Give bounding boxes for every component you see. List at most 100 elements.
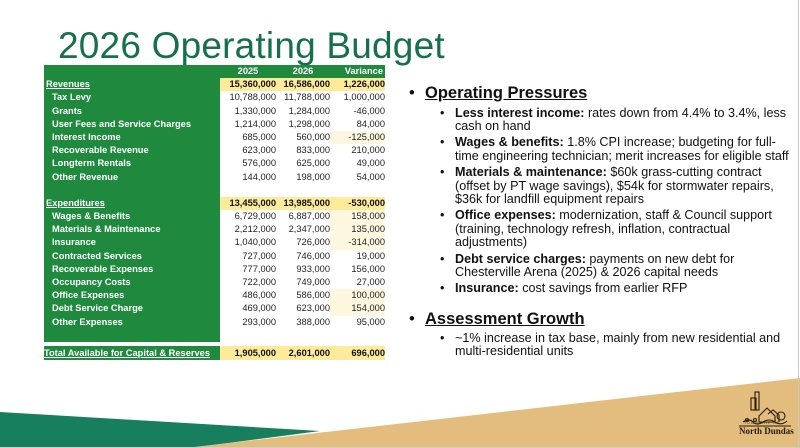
- expenditures-2025: 13,455,000: [220, 196, 276, 211]
- row-label: Tax Levy: [44, 91, 220, 105]
- value-variance: -46,000: [353, 105, 385, 116]
- revenue-item-row: Grants 1,330,000 1,284,000 -46,000: [44, 104, 385, 118]
- row-label: Recoverable Expenses: [44, 262, 220, 276]
- grand-total-row: Total Available for Capital & Reserves 1…: [44, 345, 385, 360]
- value-2026: 2,347,000: [288, 224, 330, 235]
- row-label: Debt Service Charge: [44, 302, 220, 316]
- bullet-item-lead: Debt service charges:: [455, 251, 586, 266]
- bullet-item-text: ~1% increase in tax base, mainly from ne…: [455, 331, 781, 359]
- value-variance: 1,000,000: [343, 92, 385, 103]
- value-2025: 685,000: [242, 131, 276, 142]
- grand-total-2025: 1,905,000: [220, 345, 276, 360]
- revenues-2025: 15,360,000: [220, 78, 276, 92]
- row-label: Other Expenses: [44, 315, 220, 329]
- section-heading: • Operating Pressures: [405, 84, 797, 103]
- expenditures-total-row: Expenditures 13,455,000 13,985,000 -530,…: [44, 196, 385, 211]
- bullet-dot-icon: •: [409, 309, 415, 328]
- value-variance: 19,000: [356, 250, 385, 261]
- revenue-item-row: Tax Levy 10,788,000 11,788,000 1,000,000: [44, 91, 385, 105]
- header-2025: 2025: [220, 65, 276, 79]
- bullet-item: • Wages & benefits: 1.8% CPI increase; bu…: [405, 135, 797, 163]
- header-label-cell: [44, 65, 220, 79]
- value-variance: -125,000: [330, 130, 385, 145]
- value-2025: 1,040,000: [234, 237, 276, 248]
- value-2025: 576,000: [242, 158, 276, 169]
- expenditure-item-row: Wages & Benefits 6,729,000 6,887,000 158,00…: [44, 210, 385, 224]
- revenue-item-row: User Fees and Service Charges 1,214,000 1,…: [44, 117, 385, 131]
- value-variance: 49,000: [356, 158, 385, 169]
- bullet-dot-icon: •: [440, 165, 445, 180]
- value-2025: 777,000: [242, 263, 276, 274]
- expenditures-label: Expenditures: [44, 196, 220, 211]
- section-heading-text: Operating Pressures: [425, 84, 588, 102]
- row-label: Grants: [44, 104, 220, 118]
- logo-name: North Dundas: [739, 426, 794, 436]
- expenditure-item-row: Materials & Maintenance 2,212,000 2,347,00…: [44, 223, 385, 237]
- value-2025: 144,000: [242, 171, 276, 182]
- bullet-item-lead: Office expenses:: [455, 208, 556, 223]
- budget-table: 2025 2026 Variance Revenues 15,360,000 1…: [44, 65, 385, 360]
- expenditures-2026: 13,985,000: [276, 196, 330, 211]
- bullet-item: • ~1% increase in tax base, mainly from n…: [405, 331, 797, 359]
- row-label: Office Expenses: [44, 289, 220, 303]
- row-label: User Fees and Service Charges: [44, 117, 220, 131]
- row-label: Longterm Rentals: [44, 157, 220, 171]
- value-2026: 1,298,000: [288, 118, 330, 129]
- bullet-item-lead: Insurance:: [455, 281, 519, 296]
- row-label: Contracted Services: [44, 249, 220, 263]
- value-2025: 10,788,000: [229, 92, 276, 103]
- blank-cell: [330, 183, 385, 197]
- bullet-item: • Materials & maintenance: $60k grass-cut…: [405, 166, 797, 206]
- value-2026: 560,000: [296, 131, 330, 142]
- value-variance: 135,000: [330, 223, 385, 237]
- value-2026: 833,000: [296, 145, 330, 156]
- value-2026: 1,284,000: [288, 105, 330, 116]
- bullet-item: • Office expenses: modernization, staff &…: [405, 209, 797, 249]
- blank-label: [44, 183, 220, 197]
- bullet-dot-icon: •: [440, 135, 445, 150]
- bullet-item: • Insurance: cost savings from earlier RF…: [405, 282, 797, 295]
- value-variance: 156,000: [351, 263, 385, 274]
- blank-row: [44, 328, 385, 342]
- value-variance: -314,000: [330, 236, 385, 250]
- revenue-item-row: Other Revenue 144,000 198,000 54,000: [44, 170, 385, 184]
- value-2026: 6,887,000: [288, 211, 330, 222]
- blank-cell: [276, 183, 330, 197]
- value-variance: 27,000: [356, 277, 385, 287]
- bullet-item-text: $60k grass-cutting contract (offset by P…: [455, 165, 774, 206]
- section-gap: [405, 296, 797, 310]
- bullet-item-text: 1.8% CPI increase; budgeting for full-ti…: [455, 135, 789, 163]
- value-2026: 726,000: [296, 237, 330, 248]
- bullet-item: • Debt service charges: payments on new d…: [405, 251, 797, 279]
- revenues-total-row: Revenues 15,360,000 16,586,000 1,226,000: [44, 78, 385, 92]
- blank-cell: [276, 328, 330, 342]
- value-2025: 1,214,000: [234, 118, 276, 129]
- revenue-items: Tax Levy 10,788,000 11,788,000 1,000,000 Gra…: [44, 91, 385, 184]
- row-label: Wages & Benefits: [44, 210, 220, 224]
- row-label: Other Revenue: [44, 170, 220, 184]
- section-heading-text: Assessment Growth: [425, 309, 585, 328]
- bullet-dot-icon: •: [440, 281, 445, 296]
- value-2025: 727,000: [242, 250, 276, 261]
- row-label: Interest Income: [44, 130, 220, 145]
- header-2026: 2026: [276, 65, 330, 79]
- bullet-item-text: cost savings from earlier RFP: [518, 281, 688, 296]
- blank-cell: [330, 328, 385, 342]
- value-2026: 198,000: [296, 171, 330, 182]
- revenue-item-row: Longterm Rentals 576,000 625,000 49,000: [44, 157, 385, 171]
- value-2025: 293,000: [242, 316, 276, 327]
- value-2026: 388,000: [296, 316, 330, 327]
- township-skyline-icon: [739, 391, 791, 427]
- value-2025: 2,212,000: [234, 224, 276, 235]
- grand-total-variance: 696,000: [330, 345, 385, 360]
- value-2025: 469,000: [242, 303, 276, 314]
- row-label: Occupancy Costs: [44, 276, 220, 290]
- value-variance: 100,000: [330, 289, 385, 303]
- revenue-item-row: Interest Income 685,000 560,000 -125,000: [44, 130, 385, 145]
- expenditure-item-row: Other Expenses 293,000 388,000 95,000: [44, 315, 385, 329]
- bullet-dot-icon: •: [440, 208, 445, 223]
- value-variance: 158,000: [330, 210, 385, 224]
- value-2025: 623,000: [242, 145, 276, 156]
- blank-cell: [220, 183, 276, 197]
